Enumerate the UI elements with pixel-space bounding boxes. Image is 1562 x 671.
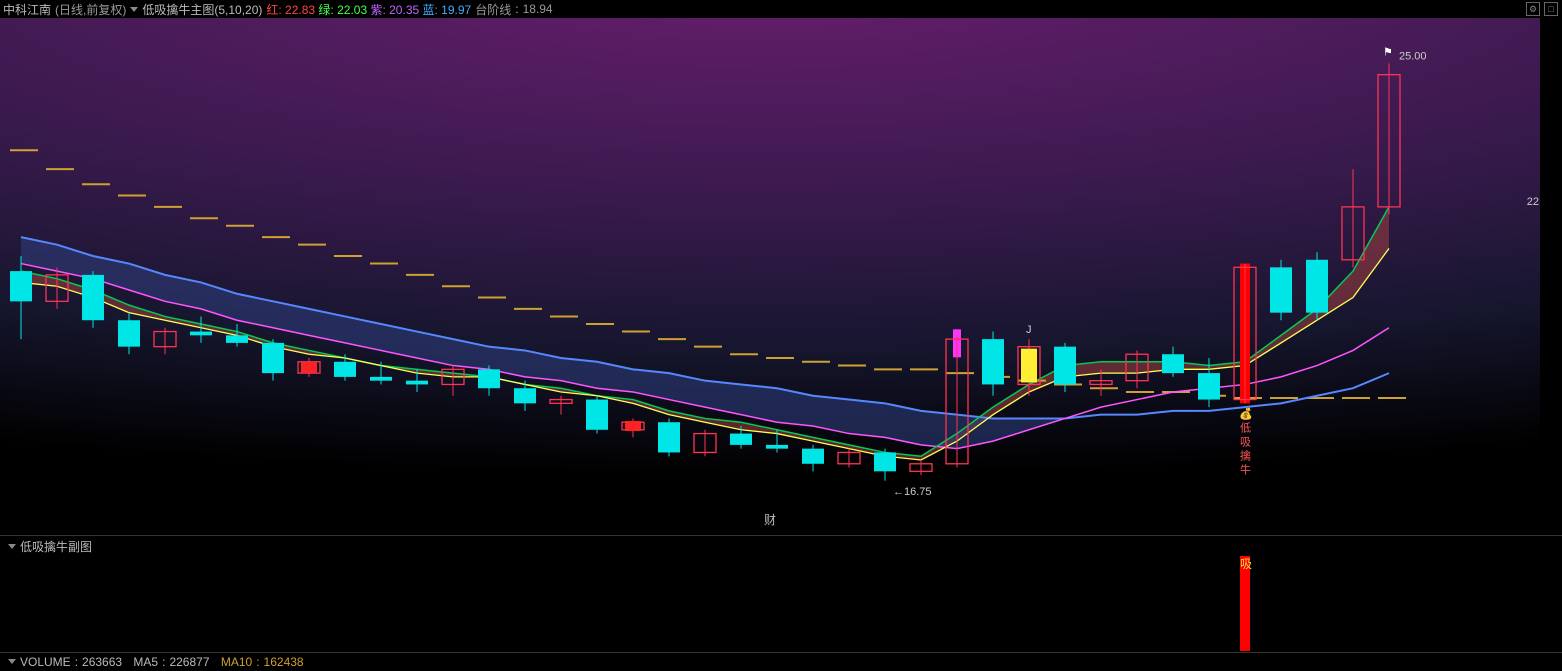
legend-item: 蓝: 19.97: [423, 3, 472, 17]
legend-item: 紫: 20.35: [370, 3, 422, 17]
window-controls: ⚙ □: [1526, 2, 1558, 16]
vol-ma5-label: MA5: [133, 655, 158, 669]
sub-indicator-name: 低吸擒牛副图: [20, 538, 92, 555]
window-icon[interactable]: □: [1544, 2, 1558, 16]
stock-name: 中科江南: [3, 1, 51, 18]
sub-indicator-panel[interactable]: 低吸擒牛副图 吸: [0, 535, 1562, 650]
svg-text:⚑: ⚑: [1383, 46, 1393, 58]
svg-text:J: J: [1026, 324, 1032, 336]
sub-indicator-chart: 吸: [0, 536, 1562, 651]
svg-text:牛: 牛: [1240, 462, 1251, 476]
chart-header: 中科江南 (日线,前复权) 低吸擒牛主图(5,10,20) 红: 22.83 绿…: [0, 0, 1562, 18]
volume-label: VOLUME: [20, 655, 71, 669]
legend-item: 绿: 22.03: [318, 3, 370, 17]
main-chart[interactable]: ←16.75 J 💰低吸擒牛 ⚑ 25.00 财 22: [0, 18, 1540, 528]
legend-item: 红: 22.83: [266, 3, 318, 17]
svg-text:财: 财: [764, 513, 776, 527]
vol-ma5-val: 226877: [169, 655, 209, 669]
svg-text:25.00: 25.00: [1399, 50, 1427, 62]
vol-ma10-val: 162438: [264, 655, 304, 669]
volume-header: VOLUME: 263663 MA5: 226877 MA10: 162438: [0, 652, 1562, 670]
chevron-down-icon[interactable]: [130, 7, 138, 12]
step-val: 18.94: [523, 2, 553, 16]
volume-val: 263663: [82, 655, 122, 669]
price-axis-22: 22: [1527, 196, 1539, 208]
stock-suffix: (日线,前复权): [55, 1, 126, 18]
svg-text:←16.75: ←16.75: [893, 486, 932, 498]
candlestick-chart[interactable]: ←16.75 J 💰低吸擒牛 ⚑ 25.00 财: [0, 18, 1540, 528]
chevron-down-icon[interactable]: [8, 659, 16, 664]
chevron-down-icon[interactable]: [8, 544, 16, 549]
svg-text:💰: 💰: [1239, 407, 1253, 420]
svg-text:吸: 吸: [1240, 557, 1252, 571]
svg-text:擒: 擒: [1240, 448, 1251, 462]
step-label: 台阶线: [475, 1, 511, 18]
indicator-name: 低吸擒牛主图(5,10,20): [142, 1, 262, 18]
vol-ma10-label: MA10: [221, 655, 252, 669]
settings-icon[interactable]: ⚙: [1526, 2, 1540, 16]
svg-text:吸: 吸: [1240, 436, 1251, 448]
svg-text:低: 低: [1240, 421, 1251, 434]
